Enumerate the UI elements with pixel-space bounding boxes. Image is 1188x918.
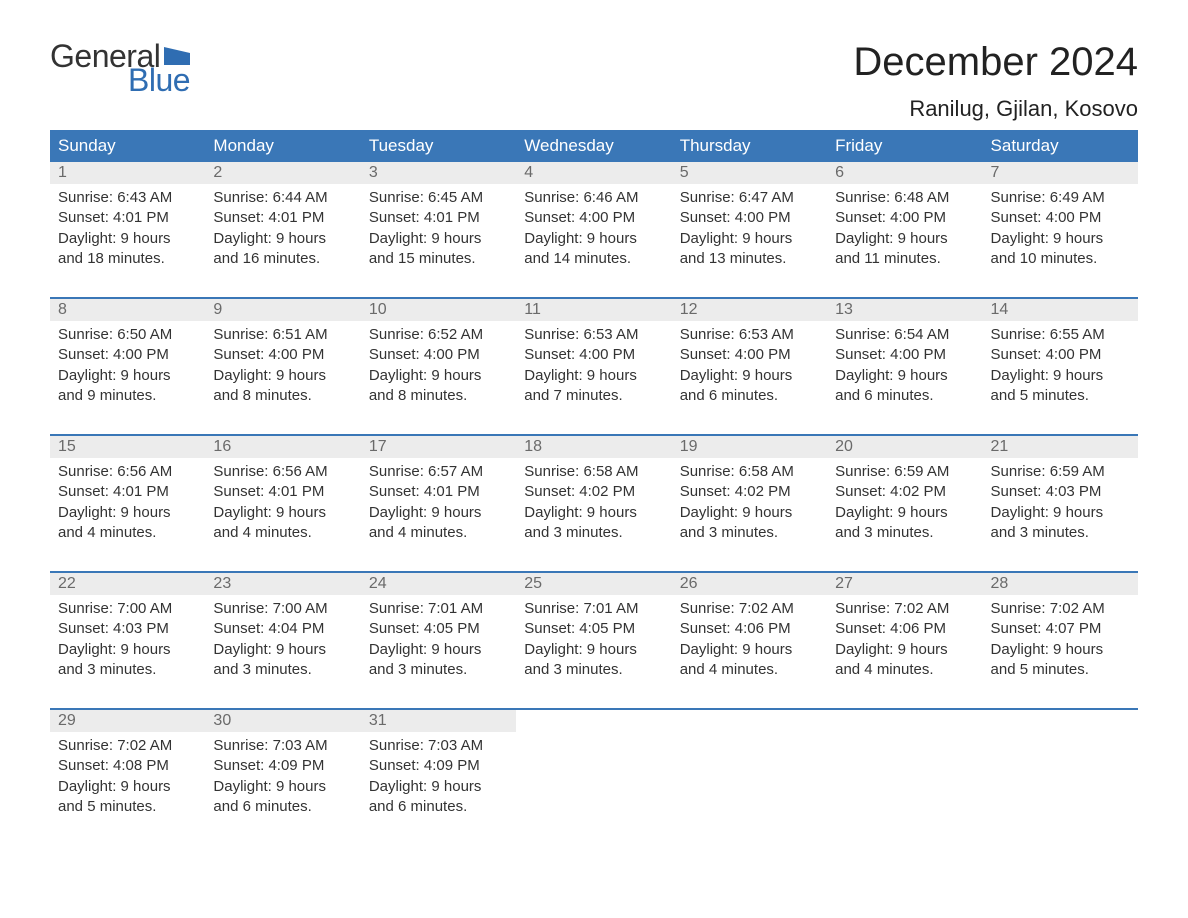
day-number-cell: 4	[516, 162, 671, 184]
day-number-cell: 7	[983, 162, 1138, 184]
logo-text-blue: Blue	[128, 64, 190, 96]
day-number-cell: 18	[516, 436, 671, 458]
day-content-cell: Sunrise: 6:45 AMSunset: 4:01 PMDaylight:…	[361, 184, 516, 298]
day-content-cell: Sunrise: 7:00 AMSunset: 4:04 PMDaylight:…	[205, 595, 360, 709]
calendar-table: SundayMondayTuesdayWednesdayThursdayFrid…	[50, 130, 1138, 845]
day-content-cell: Sunrise: 6:59 AMSunset: 4:03 PMDaylight:…	[983, 458, 1138, 572]
day-content-cell: Sunrise: 7:01 AMSunset: 4:05 PMDaylight:…	[516, 595, 671, 709]
day-number-cell	[983, 710, 1138, 732]
calendar-header-row: SundayMondayTuesdayWednesdayThursdayFrid…	[50, 130, 1138, 162]
day-number-cell	[672, 710, 827, 732]
day-number-row: 891011121314	[50, 299, 1138, 321]
day-content-cell: Sunrise: 6:47 AMSunset: 4:00 PMDaylight:…	[672, 184, 827, 298]
day-content-cell: Sunrise: 6:44 AMSunset: 4:01 PMDaylight:…	[205, 184, 360, 298]
day-number-cell	[827, 710, 982, 732]
day-content-cell: Sunrise: 6:58 AMSunset: 4:02 PMDaylight:…	[516, 458, 671, 572]
day-content-cell	[516, 732, 671, 845]
day-number-cell: 3	[361, 162, 516, 184]
day-content-row: Sunrise: 6:43 AMSunset: 4:01 PMDaylight:…	[50, 184, 1138, 298]
day-number-cell: 25	[516, 573, 671, 595]
day-content-row: Sunrise: 7:00 AMSunset: 4:03 PMDaylight:…	[50, 595, 1138, 709]
day-header: Tuesday	[361, 130, 516, 162]
day-header: Sunday	[50, 130, 205, 162]
day-content-cell: Sunrise: 7:02 AMSunset: 4:08 PMDaylight:…	[50, 732, 205, 845]
day-number-row: 1234567	[50, 162, 1138, 184]
day-number-cell: 16	[205, 436, 360, 458]
day-content-cell: Sunrise: 6:56 AMSunset: 4:01 PMDaylight:…	[50, 458, 205, 572]
day-content-cell: Sunrise: 6:50 AMSunset: 4:00 PMDaylight:…	[50, 321, 205, 435]
day-number-cell: 13	[827, 299, 982, 321]
month-title: December 2024	[853, 40, 1138, 84]
day-content-cell: Sunrise: 7:02 AMSunset: 4:06 PMDaylight:…	[827, 595, 982, 709]
day-number-cell: 10	[361, 299, 516, 321]
calendar-body: 1234567Sunrise: 6:43 AMSunset: 4:01 PMDa…	[50, 162, 1138, 845]
day-content-row: Sunrise: 6:56 AMSunset: 4:01 PMDaylight:…	[50, 458, 1138, 572]
day-content-cell: Sunrise: 6:43 AMSunset: 4:01 PMDaylight:…	[50, 184, 205, 298]
day-number-cell: 12	[672, 299, 827, 321]
header: General Blue December 2024 Ranilug, Gjil…	[50, 40, 1138, 122]
day-content-cell: Sunrise: 6:49 AMSunset: 4:00 PMDaylight:…	[983, 184, 1138, 298]
day-content-cell: Sunrise: 7:03 AMSunset: 4:09 PMDaylight:…	[205, 732, 360, 845]
day-content-cell	[672, 732, 827, 845]
day-content-cell: Sunrise: 7:02 AMSunset: 4:06 PMDaylight:…	[672, 595, 827, 709]
day-number-cell: 17	[361, 436, 516, 458]
day-number-cell: 6	[827, 162, 982, 184]
day-number-cell: 19	[672, 436, 827, 458]
day-number-cell: 2	[205, 162, 360, 184]
title-block: December 2024 Ranilug, Gjilan, Kosovo	[853, 40, 1138, 122]
day-header: Monday	[205, 130, 360, 162]
day-content-cell	[983, 732, 1138, 845]
location: Ranilug, Gjilan, Kosovo	[853, 96, 1138, 122]
day-number-cell: 24	[361, 573, 516, 595]
day-content-row: Sunrise: 6:50 AMSunset: 4:00 PMDaylight:…	[50, 321, 1138, 435]
day-content-cell: Sunrise: 7:01 AMSunset: 4:05 PMDaylight:…	[361, 595, 516, 709]
day-number-cell: 5	[672, 162, 827, 184]
day-number-cell: 14	[983, 299, 1138, 321]
day-number-cell: 30	[205, 710, 360, 732]
day-number-cell: 22	[50, 573, 205, 595]
day-header: Thursday	[672, 130, 827, 162]
day-number-cell: 27	[827, 573, 982, 595]
day-number-cell: 15	[50, 436, 205, 458]
day-content-cell: Sunrise: 7:02 AMSunset: 4:07 PMDaylight:…	[983, 595, 1138, 709]
day-number-cell: 1	[50, 162, 205, 184]
day-header: Saturday	[983, 130, 1138, 162]
logo: General Blue	[50, 40, 190, 96]
day-number-cell: 8	[50, 299, 205, 321]
day-content-cell	[827, 732, 982, 845]
day-number-cell: 29	[50, 710, 205, 732]
day-content-cell: Sunrise: 6:56 AMSunset: 4:01 PMDaylight:…	[205, 458, 360, 572]
day-number-cell: 23	[205, 573, 360, 595]
day-content-cell: Sunrise: 6:51 AMSunset: 4:00 PMDaylight:…	[205, 321, 360, 435]
day-number-row: 15161718192021	[50, 436, 1138, 458]
day-header: Wednesday	[516, 130, 671, 162]
day-content-cell: Sunrise: 6:57 AMSunset: 4:01 PMDaylight:…	[361, 458, 516, 572]
day-content-cell: Sunrise: 6:53 AMSunset: 4:00 PMDaylight:…	[672, 321, 827, 435]
day-content-cell: Sunrise: 7:00 AMSunset: 4:03 PMDaylight:…	[50, 595, 205, 709]
day-number-cell: 21	[983, 436, 1138, 458]
day-content-cell: Sunrise: 6:54 AMSunset: 4:00 PMDaylight:…	[827, 321, 982, 435]
day-content-cell: Sunrise: 6:53 AMSunset: 4:00 PMDaylight:…	[516, 321, 671, 435]
day-number-cell: 28	[983, 573, 1138, 595]
day-content-cell: Sunrise: 6:55 AMSunset: 4:00 PMDaylight:…	[983, 321, 1138, 435]
day-content-cell: Sunrise: 7:03 AMSunset: 4:09 PMDaylight:…	[361, 732, 516, 845]
day-number-cell: 20	[827, 436, 982, 458]
day-content-row: Sunrise: 7:02 AMSunset: 4:08 PMDaylight:…	[50, 732, 1138, 845]
day-number-row: 293031	[50, 710, 1138, 732]
day-number-row: 22232425262728	[50, 573, 1138, 595]
day-number-cell	[516, 710, 671, 732]
day-content-cell: Sunrise: 6:52 AMSunset: 4:00 PMDaylight:…	[361, 321, 516, 435]
day-number-cell: 11	[516, 299, 671, 321]
day-content-cell: Sunrise: 6:58 AMSunset: 4:02 PMDaylight:…	[672, 458, 827, 572]
day-content-cell: Sunrise: 6:59 AMSunset: 4:02 PMDaylight:…	[827, 458, 982, 572]
day-content-cell: Sunrise: 6:46 AMSunset: 4:00 PMDaylight:…	[516, 184, 671, 298]
day-number-cell: 31	[361, 710, 516, 732]
day-content-cell: Sunrise: 6:48 AMSunset: 4:00 PMDaylight:…	[827, 184, 982, 298]
day-header: Friday	[827, 130, 982, 162]
day-number-cell: 9	[205, 299, 360, 321]
day-number-cell: 26	[672, 573, 827, 595]
